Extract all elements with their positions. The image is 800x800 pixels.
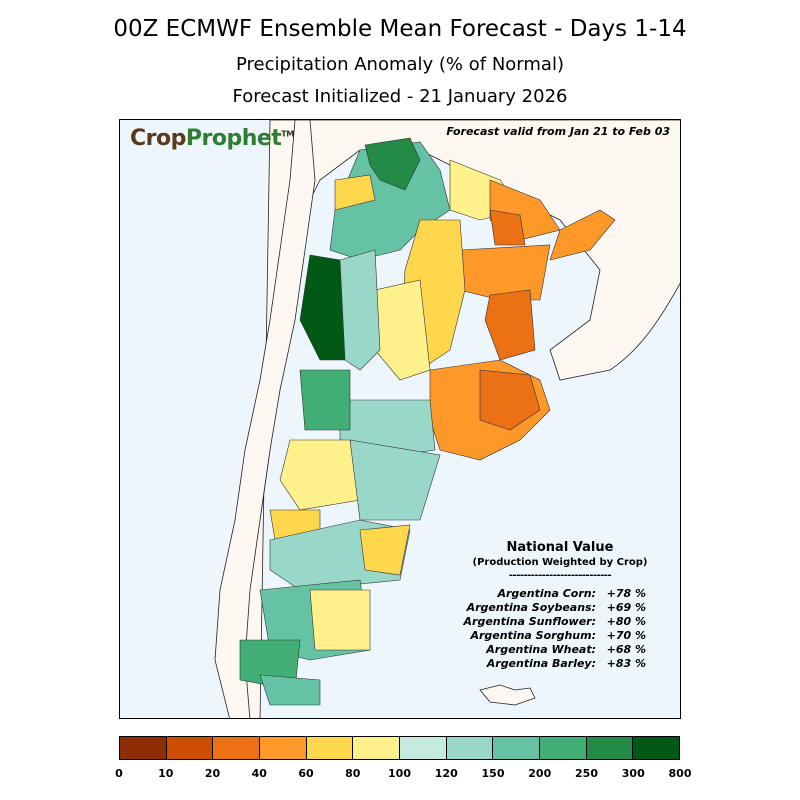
national-value-row: Argentina Sunflower: +80 % bbox=[460, 615, 660, 629]
colorbar-tick-label: 300 bbox=[621, 767, 645, 780]
falklands bbox=[479, 684, 536, 706]
national-value-row: Argentina Barley: +83 % bbox=[460, 657, 660, 671]
colorbar-tick-label: 60 bbox=[298, 767, 314, 780]
crop-name: Argentina Soybeans: bbox=[466, 601, 596, 614]
crop-value: +68 % bbox=[606, 643, 646, 656]
chile-land bbox=[214, 120, 316, 718]
colorbar-segment bbox=[166, 737, 214, 759]
region-tdf bbox=[259, 674, 321, 706]
colorbar-segment bbox=[260, 737, 307, 759]
region-cordoba bbox=[374, 279, 431, 381]
crop-name: Argentina Sunflower: bbox=[463, 615, 596, 628]
colorbar-segment bbox=[353, 737, 401, 759]
crop-name: Argentina Corn: bbox=[497, 587, 596, 600]
colorbar-tick-label: 10 bbox=[158, 767, 174, 780]
region-rio-negro-yellow bbox=[279, 439, 361, 511]
forecast-initialized: Forecast Initialized - 21 January 2026 bbox=[232, 86, 568, 107]
colorbar-tick-label: 20 bbox=[204, 767, 221, 780]
crop-value: +69 % bbox=[606, 601, 646, 614]
map-frame: CropProphetTM Forecast valid from Jan 21… bbox=[119, 119, 681, 719]
region-ba-dark bbox=[479, 369, 541, 431]
crop-value: +78 % bbox=[606, 587, 646, 600]
colorbar-tick-label: 0 bbox=[115, 767, 123, 780]
colorbar-tick-label: 120 bbox=[434, 767, 458, 780]
colorbar-tick-label: 150 bbox=[481, 767, 505, 780]
forecast-valid-text: Forecast valid from Jan 21 to Feb 03 bbox=[446, 125, 670, 138]
national-value-row: Argentina Wheat: +68 % bbox=[460, 643, 660, 657]
colorbar-tick-label: 80 bbox=[345, 767, 361, 780]
national-value-title: National Value bbox=[506, 540, 614, 555]
region-rio-negro-green bbox=[349, 439, 441, 521]
region-santa-cruz-yellow bbox=[309, 589, 371, 651]
national-value-row: Argentina Corn: +78 % bbox=[460, 587, 660, 601]
colorbar bbox=[119, 736, 680, 760]
region-nw-yellow bbox=[334, 174, 376, 211]
colorbar-tick-label: 40 bbox=[251, 767, 267, 780]
colorbar-segment bbox=[400, 737, 447, 759]
region-entre-rios bbox=[484, 289, 536, 361]
colorbar-tick-label: 200 bbox=[528, 767, 552, 780]
colorbar-tick-label: 800 bbox=[668, 767, 692, 780]
region-misiones bbox=[549, 209, 616, 261]
crop-name: Argentina Sorghum: bbox=[470, 629, 596, 642]
region-center-lightgreen bbox=[339, 249, 381, 371]
colorbar-segment bbox=[493, 737, 541, 759]
national-value-divider: ---------------------------- bbox=[508, 570, 612, 581]
region-chubut-yellow bbox=[359, 524, 411, 576]
national-value-row: Argentina Sorghum: +70 % bbox=[460, 629, 660, 643]
region-north-green bbox=[329, 141, 451, 261]
colorbar-segment bbox=[633, 737, 680, 759]
colorbar-tick-label: 250 bbox=[575, 767, 598, 780]
crop-name: Argentina Wheat: bbox=[486, 643, 596, 656]
crop-value: +83 % bbox=[606, 657, 646, 670]
argentina-map bbox=[214, 120, 680, 718]
region-corrientes bbox=[459, 244, 551, 301]
colorbar-segment bbox=[446, 737, 494, 759]
crop-name: Argentina Barley: bbox=[486, 657, 596, 670]
cropprophet-logo: CropProphetTM bbox=[130, 126, 294, 151]
colorbar-segment bbox=[213, 737, 261, 759]
chart-title: 00Z ECMWF Ensemble Mean Forecast - Days … bbox=[113, 16, 687, 42]
chart-subtitle: Precipitation Anomaly (% of Normal) bbox=[236, 54, 564, 75]
region-formosa-darkorange bbox=[489, 209, 526, 246]
colorbar-segment bbox=[306, 737, 354, 759]
colorbar-ticks: 0 10 20 40 60 80 100 120 150 200 250 300 800 bbox=[115, 767, 691, 783]
national-value-list: Argentina Corn: +78 % Argentina Soybeans: +… bbox=[460, 587, 660, 671]
colorbar-tick-label: 100 bbox=[388, 767, 411, 780]
national-value-box: National Value (Production Weighted by C… bbox=[460, 540, 660, 671]
region-neuquen bbox=[299, 369, 351, 431]
colorbar-segment bbox=[586, 737, 634, 759]
colorbar-segment bbox=[540, 737, 587, 759]
crop-value: +70 % bbox=[606, 629, 646, 642]
crop-value: +80 % bbox=[606, 615, 646, 628]
region-north-darkgreen bbox=[364, 137, 421, 191]
colorbar-segment bbox=[120, 737, 167, 759]
national-value-subtitle: (Production Weighted by Crop) bbox=[472, 557, 648, 568]
national-value-row: Argentina Soybeans: +69 % bbox=[460, 601, 660, 615]
